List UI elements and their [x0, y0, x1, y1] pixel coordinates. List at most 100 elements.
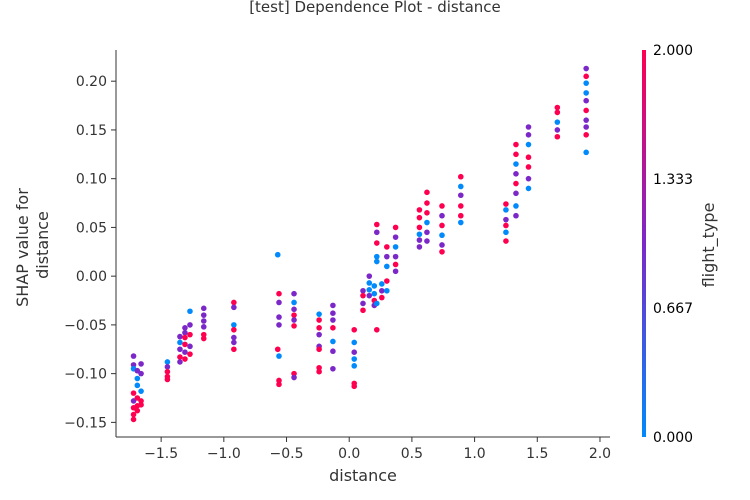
data-point	[177, 359, 183, 365]
data-point	[187, 308, 193, 315]
data-point	[200, 305, 207, 312]
data-point	[360, 300, 366, 307]
data-point	[182, 349, 188, 355]
data-point	[379, 294, 385, 301]
data-point	[525, 164, 532, 170]
x-tick-label: 2.0	[589, 446, 611, 462]
data-point	[439, 212, 445, 219]
data-point	[291, 306, 297, 313]
data-point	[138, 370, 144, 377]
data-point	[424, 229, 430, 236]
data-point	[583, 124, 589, 130]
data-point	[416, 207, 423, 213]
x-tick-label: 0.5	[401, 446, 423, 462]
data-point	[525, 124, 532, 130]
data-point	[525, 175, 532, 182]
data-point	[164, 368, 171, 375]
data-point	[351, 349, 358, 355]
scatter-points	[130, 65, 589, 423]
data-point	[330, 348, 336, 355]
data-point	[177, 354, 183, 360]
data-point	[513, 161, 519, 167]
data-point	[291, 374, 297, 381]
data-point	[371, 290, 378, 297]
data-point	[554, 133, 561, 140]
data-point	[583, 80, 589, 86]
colorbar-tick-label: 1.333	[653, 172, 693, 188]
data-point	[424, 189, 430, 196]
data-point	[513, 171, 519, 177]
data-point	[360, 287, 366, 294]
data-point	[513, 190, 519, 197]
data-point	[439, 232, 445, 239]
data-point	[316, 311, 322, 317]
x-tick-label: −0.5	[270, 446, 304, 462]
data-point	[182, 341, 188, 348]
y-tick-label: 0.05	[76, 220, 107, 236]
data-point	[366, 280, 373, 286]
y-tick-label: −0.15	[64, 415, 107, 431]
data-point	[416, 224, 423, 231]
data-point	[525, 132, 532, 138]
x-tick-label: −1.5	[144, 446, 178, 462]
data-point	[130, 362, 137, 368]
data-point	[187, 322, 193, 328]
data-point	[392, 268, 399, 275]
data-point	[373, 221, 380, 228]
data-point	[373, 229, 380, 236]
data-point	[384, 278, 390, 284]
data-point	[373, 300, 380, 307]
y-axis-title-line-1: SHAP value for	[13, 188, 32, 307]
data-point	[164, 359, 171, 365]
data-point	[392, 224, 399, 231]
y-tick-label: 0.10	[76, 172, 107, 188]
data-point	[373, 326, 380, 333]
data-point	[200, 324, 207, 330]
data-point	[274, 346, 281, 353]
data-point	[164, 364, 171, 370]
data-point	[330, 325, 336, 331]
data-point	[373, 240, 380, 246]
data-point	[330, 365, 336, 372]
data-point	[177, 339, 183, 346]
y-tick-label: −0.10	[64, 367, 107, 383]
data-point	[291, 290, 297, 297]
data-point	[134, 382, 141, 389]
data-point	[316, 331, 322, 338]
data-point	[231, 304, 237, 311]
data-point	[392, 261, 399, 268]
data-point	[200, 312, 207, 318]
data-point	[583, 149, 589, 156]
data-point	[513, 212, 519, 219]
data-point	[182, 334, 188, 341]
data-point	[130, 411, 137, 418]
data-point	[583, 73, 589, 80]
data-point	[164, 376, 171, 383]
data-point	[187, 331, 193, 338]
data-point	[291, 370, 297, 377]
data-point	[583, 90, 589, 96]
data-point	[424, 219, 430, 226]
data-point	[134, 407, 141, 414]
data-point	[416, 237, 423, 243]
data-point	[416, 231, 423, 238]
data-point	[291, 323, 297, 329]
x-axis-ticks: −1.5 −1.0 −0.5 0.0 0.5 1.0 1.5 2.0	[144, 437, 611, 462]
data-point	[231, 299, 237, 306]
data-point	[276, 377, 282, 384]
x-tick-label: 1.0	[463, 446, 485, 462]
data-point	[554, 127, 561, 133]
data-point	[330, 338, 336, 345]
data-point	[177, 333, 183, 340]
data-point	[503, 216, 509, 223]
data-point	[503, 229, 509, 236]
data-point	[187, 343, 193, 350]
data-point	[276, 322, 282, 328]
data-point	[316, 325, 322, 331]
data-point	[138, 398, 144, 404]
x-axis-title: distance	[329, 466, 397, 485]
data-point	[134, 395, 141, 401]
data-point	[583, 132, 589, 138]
data-point	[316, 346, 322, 353]
